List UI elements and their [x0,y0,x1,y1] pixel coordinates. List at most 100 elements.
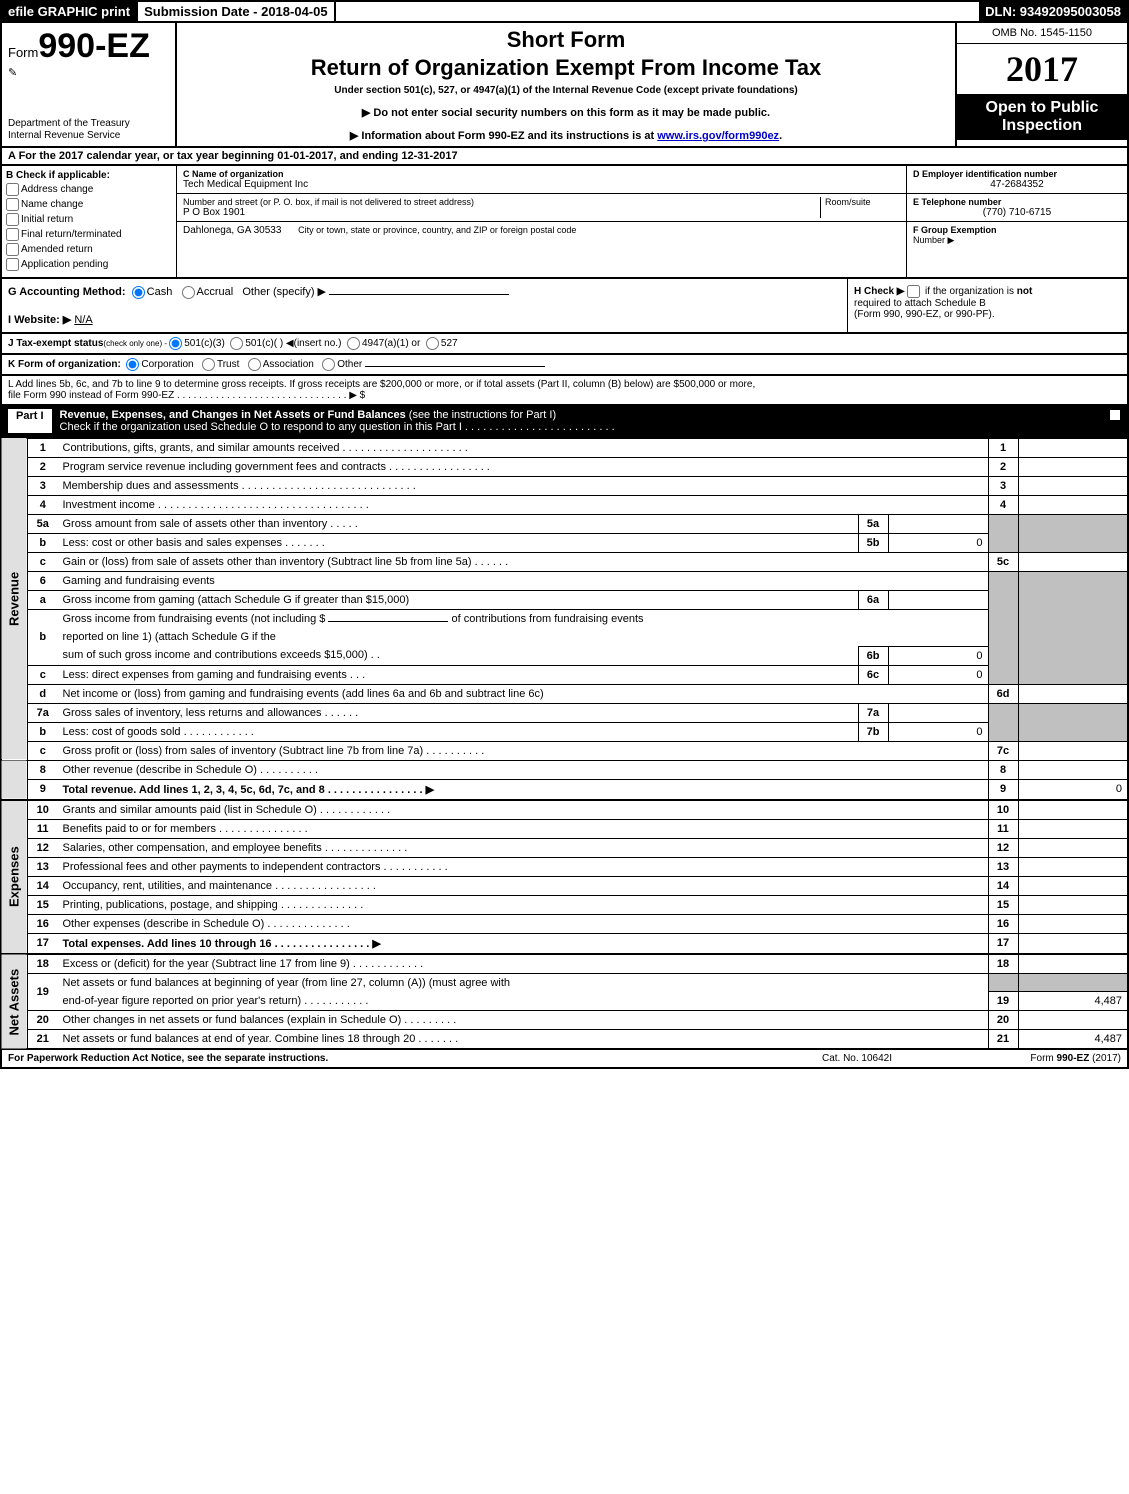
part-i-checkbox[interactable] [1109,409,1121,421]
chk-schedule-b[interactable] [907,285,920,298]
chk-initial-return[interactable]: Initial return [6,213,172,226]
l20-num: 20 [988,1011,1018,1030]
open2: Inspection [963,117,1121,135]
l6c-no: c [28,665,58,684]
radio-cash[interactable] [132,286,145,299]
j-o1: 501(c)(3) [184,338,225,349]
l19-no: 19 [28,973,58,1011]
part-i-check-line: Check if the organization used Schedule … [60,421,615,433]
header-right: OMB No. 1545-1150 2017 Open to Public In… [957,23,1127,146]
row-7b: b Less: cost of goods sold . . . . . . .… [1,722,1128,741]
radio-4947[interactable] [347,337,360,350]
l4-desc: Investment income . . . . . . . . . . . … [58,495,989,514]
h-not: not [1017,286,1033,297]
l10-desc: Grants and similar amounts paid (list in… [58,800,989,820]
l4-num: 4 [988,495,1018,514]
h-text3: (Form 990, 990-EZ, or 990-PF). [854,309,995,320]
c-org-city: Dahlonega, GA 30533 [183,225,281,236]
radio-other-org[interactable] [322,358,335,371]
row-20: 20 Other changes in net assets or fund b… [1,1011,1128,1030]
l7b-desc: Less: cost of goods sold . . . . . . . .… [58,722,859,741]
rowA-pre: A For the 2017 calendar year, or tax yea… [8,150,277,162]
row-7c: c Gross profit or (loss) from sales of i… [1,741,1128,760]
l13-val [1018,857,1128,876]
l14-num: 14 [988,876,1018,895]
l19-num: 19 [988,992,1018,1011]
open1: Open to Public [963,99,1121,117]
shade-5v [1018,514,1128,552]
instructions-link[interactable]: www.irs.gov/form990ez [657,130,779,142]
under-section: Under section 501(c), 527, or 4947(a)(1)… [187,85,945,96]
l19-desc: Net assets or fund balances at beginning… [58,973,989,992]
j-o2: 501(c)( ) ◀(insert no.) [245,338,341,349]
l13-no: 13 [28,857,58,876]
l6b-desc3: sum of such gross income and contributio… [58,646,859,665]
submission-date: Submission Date - 2018-04-05 [138,2,336,21]
h-text1: if the organization is [925,286,1017,297]
l18-desc: Excess or (deficit) for the year (Subtra… [58,954,989,974]
l1-no: 1 [28,438,58,457]
l6a-subval [888,590,988,609]
row-8: 8 Other revenue (describe in Schedule O)… [1,760,1128,779]
radio-trust[interactable] [202,358,215,371]
f-label2: Number ▶ [913,235,1121,246]
radio-corporation[interactable] [126,358,139,371]
row-12: 12 Salaries, other compensation, and emp… [1,838,1128,857]
return-title: Return of Organization Exempt From Incom… [187,55,945,81]
l14-val [1018,876,1128,895]
dept-line1: Department of the Treasury [8,118,169,130]
l3-val [1018,476,1128,495]
omb-number: OMB No. 1545-1150 [957,23,1127,44]
spacer [336,10,980,14]
row-13: 13 Professional fees and other payments … [1,857,1128,876]
k-o1: Corporation [141,359,193,370]
l7a-sub: 7a [858,703,888,722]
k-o3: Association [263,359,314,370]
l5a-desc: Gross amount from sale of assets other t… [58,514,859,533]
row-k: K Form of organization: Corporation Trus… [0,355,1129,376]
radio-accrual[interactable] [182,286,195,299]
footer-cat: Cat. No. 10642I [757,1050,957,1067]
row-6c: c Less: direct expenses from gaming and … [1,665,1128,684]
i-line: I Website: ▶ N/A [8,313,841,326]
row-5a: 5a Gross amount from sale of assets othe… [1,514,1128,533]
i-label: I Website: ▶ [8,314,71,326]
chk-address-change[interactable]: Address change [6,183,172,196]
f-label: F Group Exemption [913,225,1121,235]
l7b-subval: 0 [888,722,988,741]
l5a-no: 5a [28,514,58,533]
side-netassets: Net Assets [1,954,28,1050]
row-21: 21 Net assets or fund balances at end of… [1,1030,1128,1050]
c-addr-label: Number and street (or P. O. box, if mail… [183,197,820,207]
chk-name-change[interactable]: Name change [6,198,172,211]
row-j: J Tax-exempt status(check only one) - 50… [0,334,1129,355]
chk-final-return[interactable]: Final return/terminated [6,228,172,241]
l6c-desc: Less: direct expenses from gaming and fu… [58,665,859,684]
recycle-icon: ✎ [8,66,169,79]
l21-no: 21 [28,1030,58,1050]
row-3: 3 Membership dues and assessments . . . … [1,476,1128,495]
top-bar: efile GRAPHIC print Submission Date - 20… [0,0,1129,23]
row-16: 16 Other expenses (describe in Schedule … [1,914,1128,933]
radio-501c[interactable] [230,337,243,350]
col-c-org-info: C Name of organization Tech Medical Equi… [177,166,907,277]
l12-num: 12 [988,838,1018,857]
radio-501c3[interactable] [169,337,182,350]
part-i-label: Part I [8,409,52,433]
chk-amended-return[interactable]: Amended return [6,243,172,256]
l7c-num: 7c [988,741,1018,760]
k-o4: Other [337,359,362,370]
l15-num: 15 [988,895,1018,914]
l5b-sub: 5b [858,533,888,552]
j-o3: 4947(a)(1) or [362,338,420,349]
g-other: Other (specify) ▶ [242,286,326,298]
l3-desc: Membership dues and assessments . . . . … [58,476,989,495]
rowA-mid: , and ending [333,150,401,162]
radio-527[interactable] [426,337,439,350]
dln-label: DLN: 93492095003058 [979,2,1127,21]
l13-num: 13 [988,857,1018,876]
l6a-sub: 6a [858,590,888,609]
l19-val: 4,487 [1018,992,1128,1011]
chk-application-pending[interactable]: Application pending [6,258,172,271]
radio-association[interactable] [248,358,261,371]
